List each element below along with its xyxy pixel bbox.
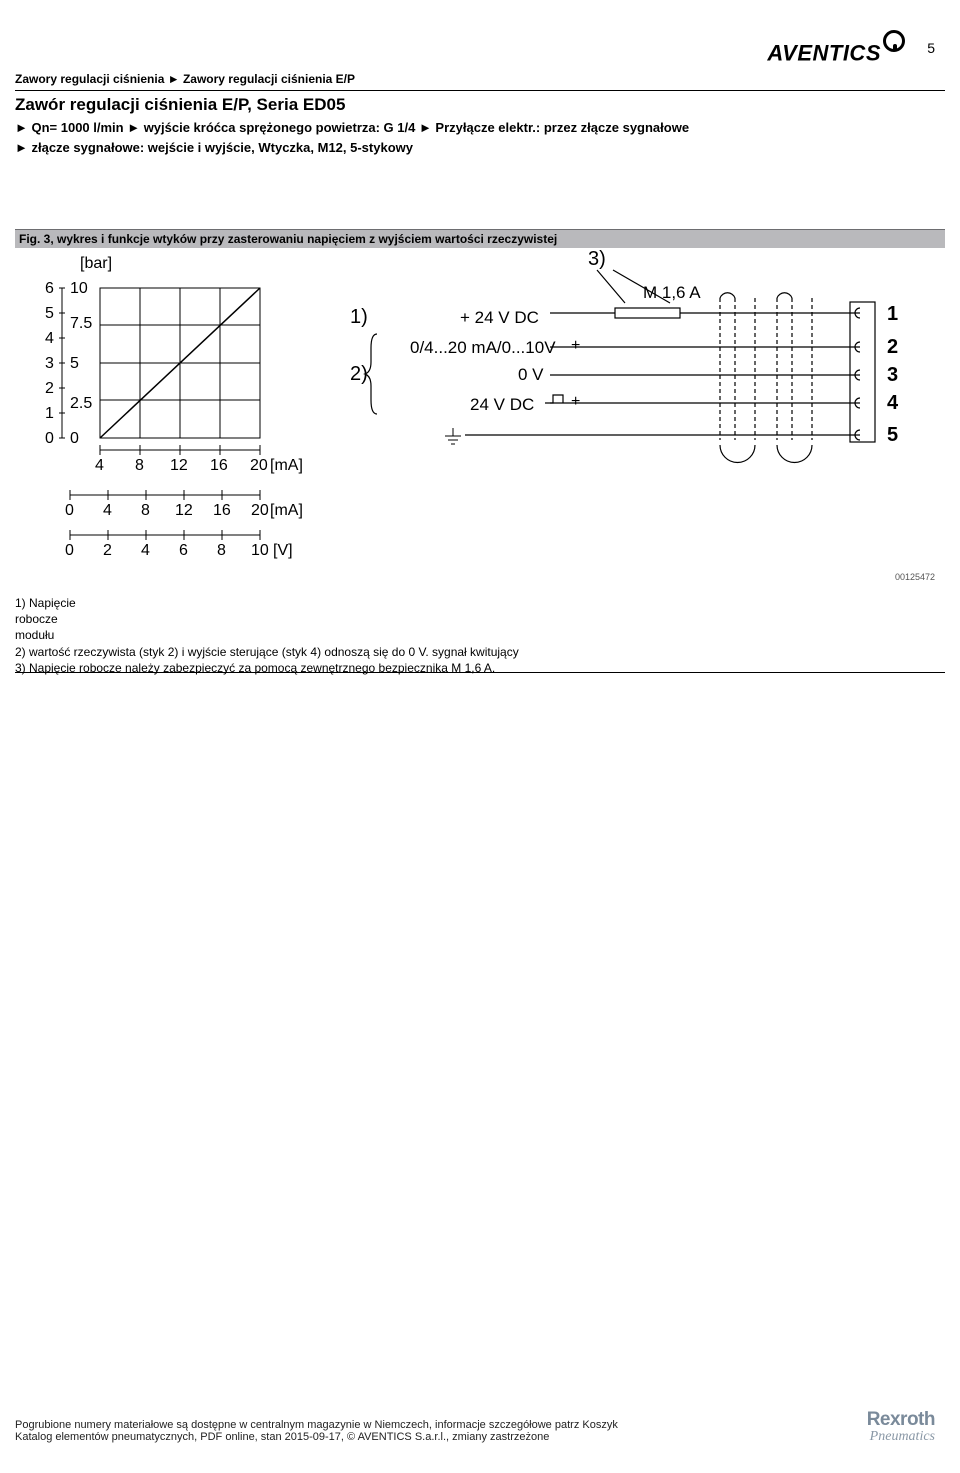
svg-text:3): 3): [588, 250, 606, 270]
caption-1a: 1) Napięcie: [15, 595, 945, 611]
aventics-logo-text: AVENTICS: [767, 40, 881, 65]
svg-text:+: +: [571, 337, 580, 354]
title-block: Zawór regulacji ciśnienia E/P, Seria ED0…: [15, 95, 945, 157]
svg-text:4: 4: [103, 502, 112, 519]
aventics-logo: AVENTICS: [767, 30, 905, 66]
pneumatics-logo-text: Pneumatics: [867, 1429, 935, 1445]
svg-text:2.5: 2.5: [70, 395, 92, 412]
svg-text:[V]: [V]: [273, 542, 293, 559]
svg-text:[mA]: [mA]: [270, 502, 303, 519]
svg-text:1: 1: [45, 405, 54, 422]
breadcrumb-part2: Zawory regulacji ciśnienia E/P: [183, 72, 355, 86]
svg-text:10: 10: [251, 542, 269, 559]
caption-block: 1) Napięcie robocze modułu 2) wartość rz…: [15, 595, 945, 676]
svg-text:20: 20: [251, 502, 269, 519]
svg-text:4: 4: [45, 330, 54, 347]
svg-text:0: 0: [65, 502, 74, 519]
page-title: Zawór regulacji ciśnienia E/P, Seria ED0…: [15, 95, 945, 115]
breadcrumb-part1: Zawory regulacji ciśnienia: [15, 72, 164, 86]
svg-text:7.5: 7.5: [70, 315, 92, 332]
diagram-svg: [bar] 6 5 4 3 2 1 0 10 7.5 5 2.5 0: [15, 250, 935, 580]
footer-logo: Rexroth Pneumatics: [867, 1409, 935, 1445]
svg-text:M 1,6 A: M 1,6 A: [643, 283, 701, 302]
figure-banner: Fig. 3, wykres i funkcje wtyków przy zas…: [15, 229, 945, 248]
subtitle-line1: ► Qn= 1000 l/min ► wyjście króćca sprężo…: [15, 118, 945, 138]
svg-text:1: 1: [887, 303, 898, 325]
figure-id: 00125472: [895, 572, 935, 582]
svg-text:0 V: 0 V: [518, 365, 544, 384]
svg-text:8: 8: [135, 457, 144, 474]
rexroth-logo-text: Rexroth: [867, 1409, 935, 1431]
svg-text:+ 24 V DC: + 24 V DC: [460, 308, 539, 327]
footer: Pogrubione numery materiałowe są dostępn…: [15, 1419, 945, 1443]
svg-text:0: 0: [65, 542, 74, 559]
svg-text:8: 8: [217, 542, 226, 559]
unit-bar: [bar]: [80, 255, 112, 272]
svg-text:10: 10: [70, 280, 88, 297]
svg-text:6: 6: [45, 280, 54, 297]
divider-top: [15, 90, 945, 91]
svg-text:0: 0: [70, 430, 79, 447]
svg-text:16: 16: [210, 457, 228, 474]
footer-line2: Katalog elementów pneumatycznych, PDF on…: [15, 1431, 945, 1443]
caption-3: 3) Napięcie robocze należy zabezpieczyć …: [15, 660, 945, 676]
caption-1b: robocze: [15, 611, 945, 627]
svg-text:4: 4: [95, 457, 104, 474]
footer-line1: Pogrubione numery materiałowe są dostępn…: [15, 1419, 945, 1431]
svg-text:5: 5: [45, 305, 54, 322]
svg-text:+: +: [571, 393, 580, 410]
page-number: 5: [927, 40, 935, 56]
svg-text:2: 2: [45, 380, 54, 397]
svg-text:1): 1): [350, 306, 368, 328]
svg-text:8: 8: [141, 502, 150, 519]
svg-text:4: 4: [887, 392, 899, 414]
svg-text:6: 6: [179, 542, 188, 559]
svg-text:20: 20: [250, 457, 268, 474]
breadcrumb-sep: ►: [164, 72, 183, 86]
caption-2: 2) wartość rzeczywista (styk 2) i wyjści…: [15, 644, 945, 660]
svg-text:2: 2: [887, 336, 898, 358]
divider-caption: [15, 672, 945, 673]
svg-text:0/4...20 mA/0...10V: 0/4...20 mA/0...10V: [410, 338, 556, 357]
svg-text:5: 5: [70, 355, 79, 372]
svg-text:4: 4: [141, 542, 150, 559]
svg-text:24 V DC: 24 V DC: [470, 395, 534, 414]
caption-1c: modułu: [15, 627, 945, 643]
svg-text:5: 5: [887, 424, 898, 446]
svg-text:3: 3: [887, 364, 898, 386]
svg-text:16: 16: [213, 502, 231, 519]
annotations-group: 1) 2) + 24 V DC 0/4...20 mA/0...10V 0 V …: [350, 306, 556, 444]
svg-text:2: 2: [103, 542, 112, 559]
svg-text:0: 0: [45, 430, 54, 447]
diagram-area: [bar] 6 5 4 3 2 1 0 10 7.5 5 2.5 0: [15, 250, 945, 590]
svg-text:12: 12: [170, 457, 188, 474]
chart-group: [bar] 6 5 4 3 2 1 0 10 7.5 5 2.5 0: [45, 255, 303, 559]
aventics-logo-icon: [883, 30, 905, 52]
svg-text:3: 3: [45, 355, 54, 372]
svg-text:12: 12: [175, 502, 193, 519]
svg-text:[mA]: [mA]: [270, 457, 303, 474]
breadcrumb: Zawory regulacji ciśnienia ► Zawory regu…: [15, 72, 355, 86]
subtitle-line2: ► złącze sygnałowe: wejście i wyjście, W…: [15, 138, 945, 158]
